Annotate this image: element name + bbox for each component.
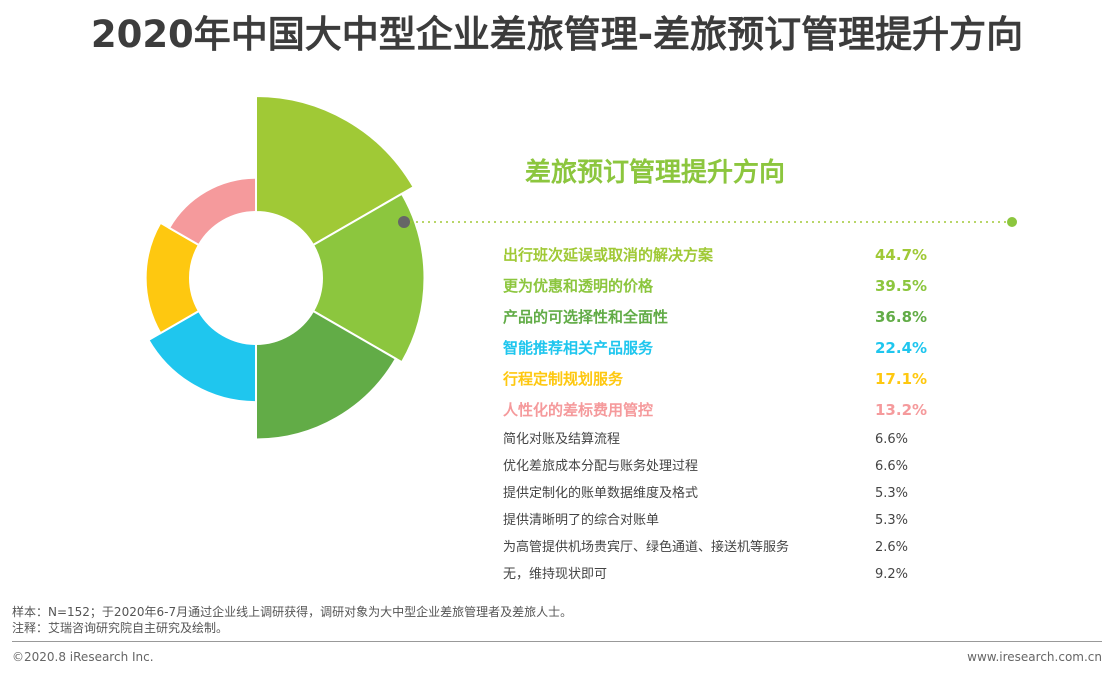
connector-end-dot bbox=[1007, 217, 1017, 227]
legend-row: 产品的可选择性和全面性 36.8% bbox=[503, 302, 943, 333]
rose-slice bbox=[144, 221, 201, 335]
legend-row: 简化对账及结算流程 6.6% bbox=[503, 426, 943, 453]
legend-label: 提供清晰明了的综合对账单 bbox=[503, 513, 660, 528]
legend-label: 行程定制规划服务 bbox=[503, 370, 624, 388]
legend-row: 更为优惠和透明的价格 39.5% bbox=[503, 271, 943, 302]
legend-label: 更为优惠和透明的价格 bbox=[503, 277, 654, 295]
legend-row: 行程定制规划服务 17.1% bbox=[503, 364, 943, 395]
legend-row: 无，维持现状即可 9.2% bbox=[503, 561, 943, 588]
legend-value: 5.3% bbox=[875, 513, 909, 528]
legend-row: 提供定制化的账单数据维度及格式 5.3% bbox=[503, 480, 943, 507]
rose-slice bbox=[311, 192, 426, 364]
legend-row: 为高管提供机场贵宾厅、绿色通道、接送机等服务 2.6% bbox=[503, 534, 943, 561]
legend: 出行班次延误或取消的解决方案 44.7% 更为优惠和透明的价格 39.5% 产品的可选择… bbox=[503, 240, 943, 588]
legend-value: 17.1% bbox=[875, 370, 928, 388]
legend-label: 产品的可选择性和全面性 bbox=[503, 308, 669, 326]
legend-label: 人性化的差标费用管控 bbox=[503, 401, 654, 419]
legend-label: 智能推荐相关产品服务 bbox=[503, 339, 654, 357]
legend-value: 44.7% bbox=[875, 246, 928, 264]
legend-label: 出行班次延误或取消的解决方案 bbox=[503, 246, 714, 264]
legend-value: 2.6% bbox=[875, 540, 909, 555]
legend-label: 简化对账及结算流程 bbox=[503, 432, 621, 447]
legend-value: 13.2% bbox=[875, 401, 928, 419]
rose-slice bbox=[255, 309, 398, 441]
legend-value: 9.2% bbox=[875, 567, 909, 582]
legend-row: 人性化的差标费用管控 13.2% bbox=[503, 395, 943, 426]
rose-slice bbox=[255, 94, 415, 247]
legend-value: 22.4% bbox=[875, 339, 928, 357]
legend-label: 为高管提供机场贵宾厅、绿色通道、接送机等服务 bbox=[503, 540, 790, 555]
connector-start-dot bbox=[398, 216, 410, 228]
legend-value: 5.3% bbox=[875, 486, 909, 501]
footnote: 样本：N=152；于2020年6-7月通过企业线上调研获得，调研对象为大中型企业… bbox=[12, 604, 572, 636]
legend-value: 6.6% bbox=[875, 459, 909, 474]
legend-row: 智能推荐相关产品服务 22.4% bbox=[503, 333, 943, 364]
copyright: ©2020.8 iResearch Inc. bbox=[12, 650, 154, 664]
legend-row: 优化差旅成本分配与账务处理过程 6.6% bbox=[503, 453, 943, 480]
legend-value: 39.5% bbox=[875, 277, 928, 295]
chart-title: 差旅预订管理提升方向 bbox=[525, 158, 786, 188]
legend-row: 提供清晰明了的综合对账单 5.3% bbox=[503, 507, 943, 534]
page-title: 2020年中国大中型企业差旅管理-差旅预订管理提升方向 bbox=[90, 13, 1024, 56]
rose-slice bbox=[167, 176, 257, 247]
legend-value: 36.8% bbox=[875, 308, 928, 326]
footer-divider bbox=[12, 641, 1102, 642]
sample-note: 样本：N=152；于2020年6-7月通过企业线上调研获得，调研对象为大中型企业… bbox=[12, 605, 573, 619]
legend-row: 出行班次延误或取消的解决方案 44.7% bbox=[503, 240, 943, 271]
rose-slice bbox=[147, 309, 257, 404]
legend-label: 提供定制化的账单数据维度及格式 bbox=[503, 486, 699, 501]
source-note: 注释：艾瑞咨询研究院自主研究及绘制。 bbox=[12, 621, 229, 635]
legend-value: 6.6% bbox=[875, 432, 909, 447]
legend-label: 优化差旅成本分配与账务处理过程 bbox=[503, 459, 699, 474]
website-link: www.iresearch.com.cn bbox=[967, 650, 1102, 664]
legend-label: 无，维持现状即可 bbox=[503, 567, 608, 582]
